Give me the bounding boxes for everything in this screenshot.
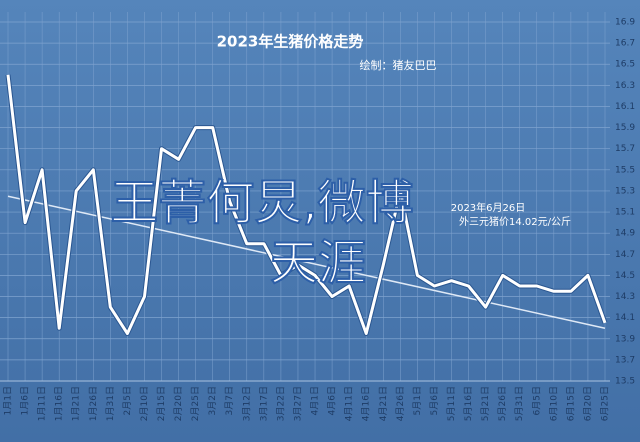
y-tick-label: 14.7 [615, 250, 635, 260]
y-tick-label: 15.3 [615, 186, 635, 196]
x-tick-label: 2月10日 [139, 386, 150, 421]
x-tick-label: 1月26日 [88, 386, 99, 421]
x-tick-label: 5月6日 [429, 386, 440, 415]
x-tick-label: 4月6日 [327, 386, 338, 415]
x-tick-label: 6月25日 [600, 386, 611, 421]
x-tick-label: 6月5日 [531, 386, 542, 415]
y-tick-label: 16.3 [615, 81, 635, 91]
y-tick-label: 14.1 [615, 313, 635, 323]
line [6, 74, 607, 335]
x-tick-label: 4月16日 [361, 386, 372, 421]
y-tick-label: 16.5 [615, 60, 635, 70]
x-tick-label: 3月2日 [207, 386, 218, 415]
x-tick-label: 3月22日 [275, 386, 286, 421]
x-tick-label: 2月5日 [122, 386, 133, 415]
x-tick-label: 1月21日 [71, 386, 82, 421]
x-tick-label: 1月1日 [3, 386, 14, 415]
x-tick-label: 3月27日 [292, 386, 303, 421]
x-tick-label: 6月20日 [582, 386, 593, 421]
x-tick-label: 4月26日 [395, 386, 406, 421]
x-tick-label: 3月17日 [258, 386, 269, 421]
x-tick-label: 5月11日 [446, 386, 457, 421]
y-tick-label: 13.9 [615, 334, 635, 344]
chart-title: 2023年生猪价格走势 [217, 33, 364, 51]
x-tick-label: 5月31日 [514, 386, 525, 421]
x-tick-label: 2月25日 [190, 386, 201, 421]
y-tick-label: 13.5 [615, 377, 635, 387]
y-tick-label: 14.5 [615, 271, 635, 281]
trend-line [7, 195, 606, 329]
x-tick-label: 5月1日 [412, 386, 423, 415]
x-tick-label: 1月11日 [37, 386, 48, 421]
x-tick-label: 6月15日 [565, 386, 576, 421]
chart-subtitle: 绘制：猪友巴巴 [360, 58, 437, 72]
marks [5, 74, 608, 336]
x-tick-label: 1月31日 [105, 386, 116, 421]
annotation: 2023年6月26日 [451, 201, 526, 214]
y-tick-label: 15.1 [615, 208, 635, 218]
annotation: 外三元猪价14.02元/公斤 [459, 216, 571, 228]
x-tick-label: 4月1日 [310, 386, 321, 415]
x-tick-label: 4月21日 [378, 386, 389, 421]
y-tick-label: 16.9 [615, 18, 635, 28]
y-tick-label: 15.7 [615, 144, 635, 154]
x-tick-label: 1月16日 [54, 386, 65, 421]
x-tick-label: 3月7日 [224, 386, 235, 415]
x-tick-label: 2月20日 [173, 386, 184, 421]
y-tick-label: 15.5 [615, 165, 635, 175]
y-tick-label: 13.7 [615, 355, 635, 365]
x-tick-label: 5月21日 [480, 386, 491, 421]
y-tick-label: 16.1 [615, 102, 635, 112]
x-tick-label: 5月16日 [463, 386, 474, 421]
x-tick-label: 4月11日 [344, 386, 355, 421]
y-tick-label: 15.9 [615, 123, 635, 133]
overlay-text: 王菁何炅,微博 [110, 175, 413, 231]
y-tick-label: 14.3 [615, 292, 635, 302]
y-tick-label: 14.9 [615, 229, 635, 239]
overlay-text: 天涯 [270, 235, 366, 291]
y-tick-label: 16.7 [615, 39, 635, 49]
x-tick-label: 3月12日 [241, 386, 252, 421]
x-tick-label: 1月6日 [20, 386, 31, 415]
x-tick-label: 5月26日 [497, 386, 508, 421]
x-tick-label: 2月15日 [156, 386, 167, 421]
x-tick-label: 6月10日 [548, 386, 559, 421]
